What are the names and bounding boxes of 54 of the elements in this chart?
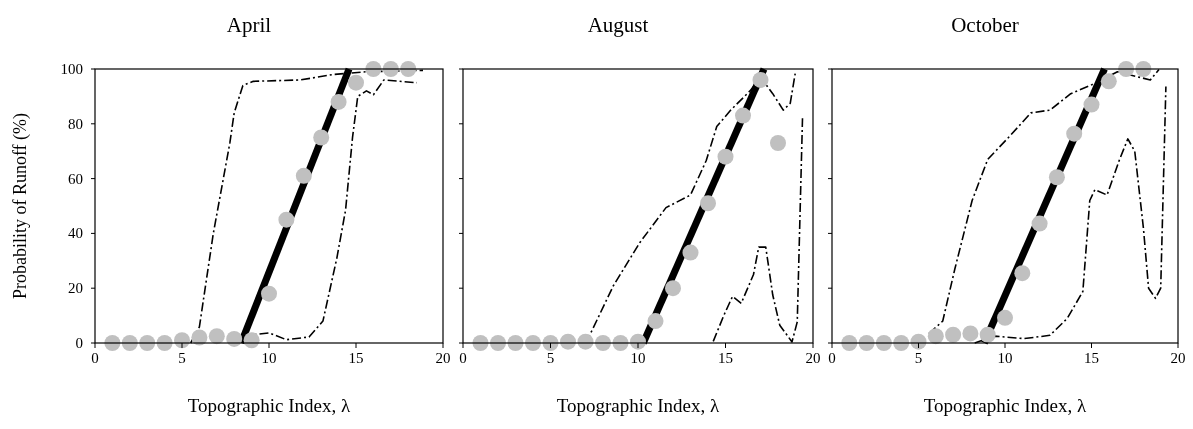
point xyxy=(261,285,277,302)
x-tick-label: 20 xyxy=(1170,350,1186,366)
x-tick-label: 0 xyxy=(459,350,467,366)
y-tick-label: 0 xyxy=(75,335,83,351)
point xyxy=(278,211,295,228)
x-tick-label: 15 xyxy=(348,350,364,366)
chart-title: August xyxy=(587,13,649,37)
x-tick-label: 20 xyxy=(805,350,821,366)
point xyxy=(700,195,716,212)
point xyxy=(1031,215,1048,232)
y-tick-label: 60 xyxy=(68,170,83,187)
point xyxy=(682,244,699,261)
point xyxy=(752,71,769,88)
x-tick-label: 5 xyxy=(178,350,186,366)
x-tick-label: 15 xyxy=(718,350,733,366)
point xyxy=(1066,125,1083,142)
x-tick-label: 10 xyxy=(997,350,1013,366)
x-tick-label: 0 xyxy=(828,350,836,366)
point xyxy=(962,325,979,342)
x-tick-label: 20 xyxy=(435,350,451,366)
point xyxy=(1048,169,1065,186)
point xyxy=(997,309,1013,326)
x-axis-title: Topographic Index, λ xyxy=(923,395,1088,416)
point xyxy=(1083,96,1100,113)
x-axis-title: Topographic Index, λ xyxy=(187,395,352,416)
point xyxy=(717,148,734,165)
point xyxy=(927,328,944,345)
chart-title: October xyxy=(951,13,1019,37)
y-tick-label: 100 xyxy=(60,61,83,77)
x-tick-label: 0 xyxy=(91,350,99,366)
x-tick-label: 10 xyxy=(261,350,277,366)
point xyxy=(348,74,364,91)
point xyxy=(647,313,664,330)
y-tick-label: 40 xyxy=(68,225,83,242)
point xyxy=(735,107,751,124)
point xyxy=(295,167,312,184)
point xyxy=(770,134,786,151)
chart-title: April xyxy=(226,13,272,37)
point xyxy=(208,328,225,345)
y-tick-label: 20 xyxy=(68,280,83,297)
point xyxy=(330,93,347,110)
x-tick-label: 5 xyxy=(546,350,555,366)
point xyxy=(665,280,681,297)
point xyxy=(313,129,330,146)
x-tick-label: 5 xyxy=(914,350,923,366)
x-axis-title: Topographic Index, λ xyxy=(556,395,721,416)
x-tick-label: 15 xyxy=(1084,350,1099,366)
y-tick-label: 80 xyxy=(68,115,83,132)
point xyxy=(945,326,962,343)
y-axis-title: Probability of Runoff (%) xyxy=(10,112,31,300)
point xyxy=(1100,73,1117,90)
point xyxy=(979,326,996,343)
x-tick-label: 10 xyxy=(630,350,646,366)
point xyxy=(1014,265,1031,282)
